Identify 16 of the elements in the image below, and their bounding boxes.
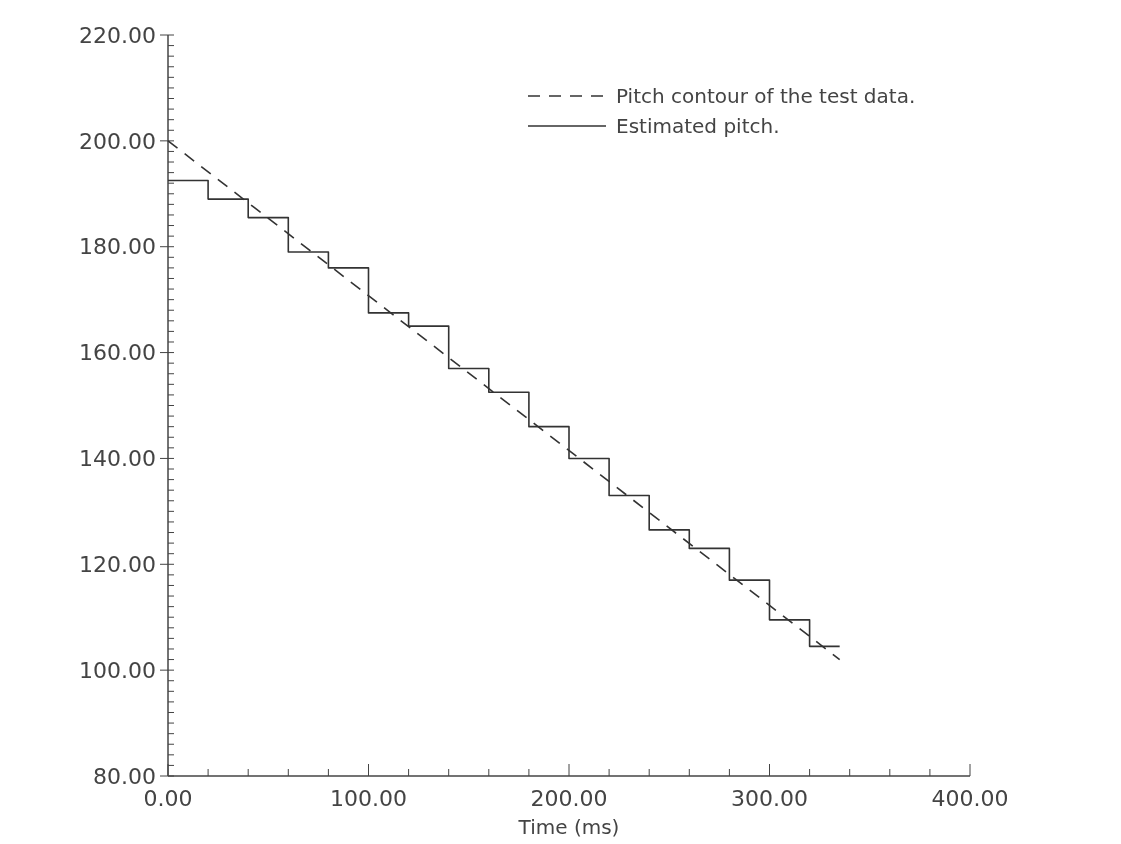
x-axis-title: Time (ms) [517, 815, 620, 839]
y-tick-label: 120.00 [79, 551, 156, 577]
y-tick-label: 220.00 [79, 22, 156, 48]
x-tick-label: 100.00 [330, 786, 407, 811]
legend-label: Estimated pitch. [616, 114, 780, 138]
y-tick-label: 200.00 [79, 128, 156, 154]
y-tick-label: 180.00 [79, 234, 156, 260]
x-tick-label: 200.00 [530, 786, 608, 811]
y-tick-label: 160.00 [79, 340, 156, 366]
x-tick-label: 0.00 [143, 786, 193, 811]
x-tick-label: 300.00 [731, 786, 808, 811]
y-tick-label: 100.00 [79, 657, 156, 683]
y-tick-label: 140.00 [79, 446, 156, 472]
y-tick-label: 80.00 [93, 763, 156, 789]
x-tick-label: 400.00 [931, 786, 1009, 811]
legend-label: Pitch contour of the test data. [616, 84, 916, 108]
